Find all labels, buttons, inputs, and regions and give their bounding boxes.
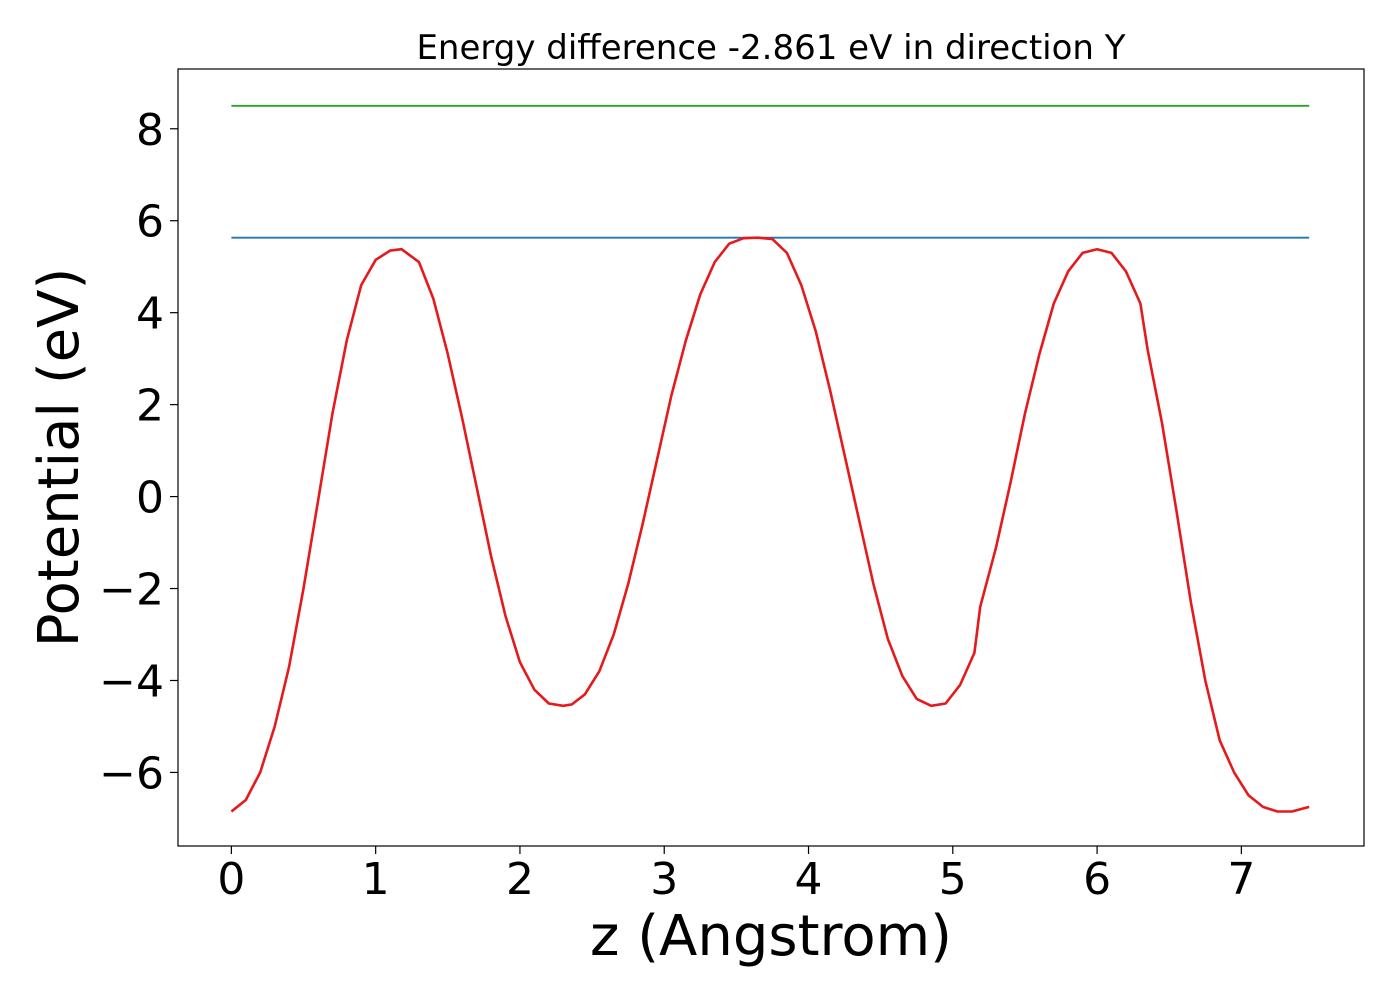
y-tick-label: −4	[99, 656, 164, 707]
y-tick-label: 8	[136, 105, 164, 156]
series-line-2	[230, 236, 1310, 813]
x-tick-label: 5	[939, 854, 967, 905]
x-tick-label: 0	[217, 854, 245, 905]
chart-title: Energy difference -2.861 eV in direction…	[416, 28, 1125, 68]
x-axis-label: z (Angstrom)	[590, 904, 952, 969]
y-tick-label: −2	[99, 565, 164, 616]
y-tick-label: 2	[136, 381, 164, 432]
plot-frame	[177, 68, 1365, 847]
x-tick-label: 3	[650, 854, 678, 905]
x-tick-label: 4	[795, 854, 823, 905]
x-tick-label: 1	[362, 854, 390, 905]
x-tick-label: 7	[1227, 854, 1255, 905]
y-tick-label: 4	[136, 289, 164, 340]
x-tick-label: 2	[506, 854, 534, 905]
x-axis: 0 1 2 3 4 5 6 7	[217, 846, 1255, 905]
y-tick-label: 0	[136, 473, 164, 524]
series-layer	[230, 104, 1310, 813]
y-axis-label: Potential (eV)	[27, 268, 92, 648]
y-tick-label: −6	[99, 748, 164, 799]
x-tick-label: 6	[1083, 854, 1111, 905]
y-tick-label: 6	[136, 197, 164, 248]
y-axis: −6 −4 −2 0 2 4 6 8	[99, 105, 178, 799]
